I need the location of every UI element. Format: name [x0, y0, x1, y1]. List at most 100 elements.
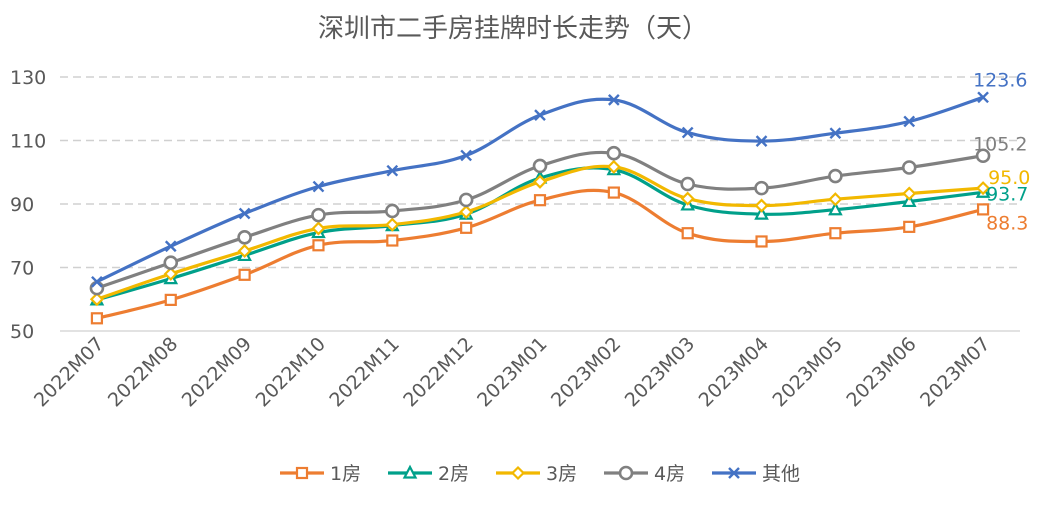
- data-point: [901, 160, 917, 175]
- legend-item-其他: 其他: [712, 463, 800, 485]
- legend-label: 3房: [546, 463, 577, 485]
- x-tick-label: 2022M08: [104, 333, 182, 411]
- y-tick-label: 110: [10, 131, 46, 153]
- data-point: [728, 467, 740, 479]
- legend-item-2房: 2房: [388, 463, 469, 485]
- data-point: [902, 186, 917, 201]
- data-point: [164, 293, 177, 306]
- data-point-stroke: [977, 91, 989, 104]
- data-point-stroke: [903, 115, 916, 128]
- data-point: [238, 268, 251, 281]
- data-point: [754, 198, 769, 213]
- data-point: [295, 466, 309, 480]
- legend-item-4房: 4房: [604, 463, 685, 485]
- data-point: [91, 275, 103, 288]
- data-point-stroke: [755, 135, 768, 147]
- end-labels: 88.3 93.795.0 105.2 123.6: [973, 69, 1030, 234]
- data-point: [386, 164, 399, 177]
- data-point: [681, 126, 694, 139]
- data-point-stroke: [681, 126, 694, 139]
- series-4房: [89, 145, 991, 296]
- data-point-stroke: [164, 240, 177, 253]
- data-point: [829, 227, 842, 240]
- data-point: [754, 205, 769, 220]
- data-point: [532, 158, 548, 174]
- data-point: [606, 159, 621, 174]
- x-tick-label: 2023M02: [547, 333, 625, 411]
- legend-label: 2房: [438, 463, 469, 485]
- x-tick-label: 2023M06: [842, 333, 920, 411]
- series-1房: [90, 186, 990, 325]
- x-axis-ticks: 2022M072022M082022M092022M102022M112022M…: [30, 333, 995, 411]
- x-tick-label: 2023M01: [473, 333, 551, 411]
- data-point: [311, 221, 326, 236]
- x-tick-label: 2022M11: [325, 333, 403, 411]
- x-tick-label: 2022M07: [30, 333, 108, 411]
- data-point: [680, 176, 695, 192]
- data-point: [460, 149, 473, 162]
- x-tick-label: 2022M09: [178, 333, 256, 411]
- legend: 1房 2房 3房 4房 其他: [280, 463, 800, 485]
- data-point: [828, 192, 843, 207]
- data-point-stroke: [460, 149, 473, 162]
- data-point: [164, 240, 177, 253]
- data-point: [534, 109, 546, 121]
- data-point-stroke: [607, 94, 620, 106]
- data-point: [607, 186, 620, 199]
- x-tick-label: 2023M04: [695, 333, 773, 411]
- data-point: [681, 227, 694, 240]
- data-point: [163, 266, 178, 281]
- x-tick-label: 2022M10: [252, 333, 330, 411]
- data-point: [385, 203, 400, 219]
- gridlines: [60, 76, 1020, 332]
- y-axis-ticks: 50 70 90 110 130: [10, 67, 46, 343]
- data-point: [903, 115, 916, 128]
- data-point-stroke: [312, 180, 325, 193]
- data-point: [754, 180, 769, 196]
- x-tick-label: 2023M07: [916, 333, 994, 411]
- data-point: [312, 239, 325, 252]
- data-point: [385, 217, 400, 232]
- data-point: [312, 180, 325, 193]
- data-point: [977, 91, 989, 104]
- data-point: [402, 464, 418, 479]
- y-tick-label: 50: [10, 321, 34, 343]
- data-point: [618, 465, 634, 481]
- data-point: [607, 94, 620, 106]
- data-point: [755, 135, 768, 147]
- data-point: [680, 191, 695, 206]
- legend-item-3房: 3房: [496, 463, 577, 485]
- data-point: [532, 174, 548, 189]
- chart-title: 深圳市二手房挂牌时长走势（天）: [318, 14, 708, 44]
- data-point: [89, 280, 105, 296]
- data-point: [237, 230, 252, 245]
- legend-label: 4房: [654, 463, 685, 485]
- data-point: [459, 204, 474, 219]
- data-point: [828, 201, 843, 216]
- data-point: [829, 127, 842, 140]
- data-point: [755, 235, 768, 248]
- x-tick-label: 2023M05: [768, 333, 846, 411]
- data-point: [828, 168, 843, 184]
- data-label: 95.0: [988, 167, 1030, 189]
- data-point: [163, 255, 179, 271]
- legend-item-1房: 1房: [280, 463, 361, 485]
- data-point: [89, 292, 104, 307]
- data-point: [533, 194, 547, 207]
- data-label: 123.6: [973, 69, 1027, 91]
- series-3房: [89, 159, 991, 307]
- data-point-stroke: [238, 207, 251, 220]
- y-tick-label: 130: [10, 67, 46, 89]
- y-tick-label: 90: [10, 194, 34, 216]
- legend-label: 1房: [330, 463, 361, 485]
- data-point: [901, 193, 917, 208]
- data-point: [975, 148, 991, 164]
- legend-label: 其他: [762, 463, 800, 485]
- data-point: [976, 203, 990, 216]
- data-point: [460, 221, 473, 234]
- series-lines: [89, 91, 991, 325]
- data-label: 93.7: [986, 183, 1028, 205]
- data-point: [458, 192, 474, 208]
